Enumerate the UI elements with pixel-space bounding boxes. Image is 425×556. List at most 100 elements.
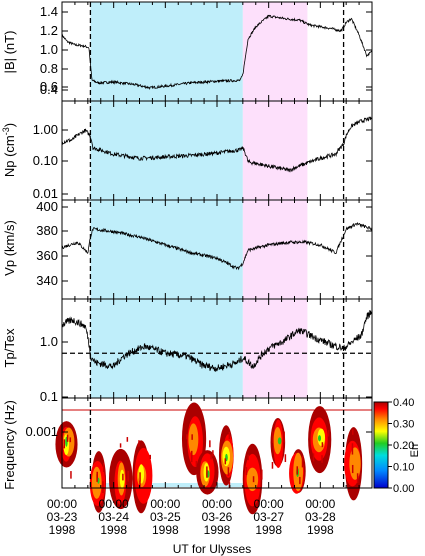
y-axis-label-0: |B| (nT) xyxy=(2,31,17,74)
spectrogram-fleck xyxy=(195,460,198,467)
spectrogram-fleck xyxy=(103,462,105,473)
spectrogram-blob xyxy=(317,435,322,442)
y-tick-label: 400 xyxy=(36,199,58,214)
y-tick-label: 0.6 xyxy=(40,79,58,94)
x-tick-label: 1998 xyxy=(255,523,282,537)
colorbar-tick-label: 0.40 xyxy=(393,397,414,409)
y-tick-label: 0.8 xyxy=(40,61,58,76)
spectrogram-fleck xyxy=(247,454,249,461)
spectrogram-fleck xyxy=(122,473,124,481)
y-axis-label-3: Tp/Tex xyxy=(2,328,17,368)
spectrogram-event-8 xyxy=(270,418,287,469)
x-tick-label: 03-23 xyxy=(47,510,78,524)
spectrogram-blob xyxy=(317,428,326,446)
spectrogram-blob xyxy=(188,423,199,456)
spectrogram-fleck xyxy=(321,442,324,448)
spectrogram-fleck xyxy=(352,429,354,435)
spectrogram-fleck xyxy=(252,476,255,483)
y-tick-label: 0.001 xyxy=(25,424,58,439)
x-tick-label: 00:00 xyxy=(305,497,335,511)
spectrogram-event-1 xyxy=(89,451,107,513)
spectrogram-strip xyxy=(90,483,243,487)
spectrogram-fleck xyxy=(139,472,141,482)
spectrogram-fleck xyxy=(212,450,214,457)
panel-frames xyxy=(61,1,373,489)
y-tick-label: 1.4 xyxy=(40,4,58,19)
x-tick-label: 1998 xyxy=(152,523,179,537)
spectrogram-fleck xyxy=(303,474,305,481)
y-tick-label: 0.10 xyxy=(33,153,58,168)
y-axis-label-1: Np (cm-3) xyxy=(1,123,17,177)
y-tick-label: 1.0 xyxy=(40,334,58,349)
spectrogram-fleck xyxy=(228,431,231,440)
spectrogram-event-0 xyxy=(55,421,78,479)
spectrogram xyxy=(55,402,372,515)
spectrogram-fleck xyxy=(261,469,263,480)
spectrogram-event-11 xyxy=(344,427,363,501)
colorbar-tick-label: 0.20 xyxy=(393,440,414,452)
x-tick-label: 03-27 xyxy=(253,510,284,524)
series-line-3 xyxy=(61,310,373,372)
spectrogram-event-9 xyxy=(289,449,306,494)
y-tick-label: 0.4 xyxy=(40,82,58,97)
spectrogram-fleck xyxy=(351,464,354,474)
x-tick-label: 00:00 xyxy=(202,497,232,511)
spectrogram-event-7 xyxy=(242,443,263,515)
series-line-2 xyxy=(61,221,373,271)
x-tick-label: 00:00 xyxy=(47,497,77,511)
spectrogram-fleck xyxy=(139,480,141,489)
y-axis-label-4: Frequency (Hz) xyxy=(2,400,17,490)
spectrogram-fleck xyxy=(191,434,193,440)
spectrogram-fleck xyxy=(70,471,72,479)
y-tick-label: 1.0 xyxy=(40,42,58,57)
spectrogram-event-5 xyxy=(196,440,219,495)
spectrogram-fleck xyxy=(228,481,231,488)
spectrogram-fleck xyxy=(301,455,304,468)
x-tick-label: 03-28 xyxy=(305,510,336,524)
spectrogram-fleck xyxy=(351,443,354,455)
colorbar-label: Err xyxy=(409,442,421,457)
spectrogram-blob xyxy=(138,464,145,484)
spectrogram-fleck xyxy=(206,466,208,478)
y-axis-label-2: Vp (km/s) xyxy=(2,220,17,276)
spectrogram-event-6 xyxy=(218,425,234,488)
spectrogram-fleck xyxy=(271,462,274,469)
spectrogram-fleck xyxy=(296,466,298,475)
x-tick-label: 03-24 xyxy=(98,510,129,524)
spectrogram-fleck xyxy=(284,454,287,463)
y-tick-label: 1.2 xyxy=(40,23,58,38)
spectrogram-blob xyxy=(119,469,125,489)
spectrogram-fleck xyxy=(272,431,274,443)
spectrogram-fleck xyxy=(191,450,193,463)
spectrogram-fleck xyxy=(227,467,230,476)
spectrogram-blob xyxy=(91,466,102,499)
spectrogram-fleck xyxy=(186,434,188,440)
series-line-1 xyxy=(61,116,373,173)
spectrogram-fleck xyxy=(119,443,122,448)
y-axis-label-end: ) xyxy=(2,123,17,127)
y-tick-label: 0.1 xyxy=(40,389,58,404)
spectrogram-fleck xyxy=(102,481,104,494)
y-tick-label: 1.00 xyxy=(33,122,58,137)
spectrogram-fleck xyxy=(209,440,211,448)
spectrogram-event-10 xyxy=(308,406,332,474)
spectrogram-fleck xyxy=(245,467,248,475)
y-tick-label: 340 xyxy=(36,273,58,288)
spectrogram-fleck xyxy=(149,454,151,460)
x-tick-label: 1998 xyxy=(49,523,76,537)
spectrogram-event-2 xyxy=(108,437,133,510)
x-tick-label: 00:00 xyxy=(99,497,129,511)
x-tick-label: 00:00 xyxy=(254,497,284,511)
y-tick-label: 380 xyxy=(36,223,58,238)
spectrogram-fleck xyxy=(96,471,98,479)
spectrogram-blob xyxy=(349,447,361,480)
y-axis-label-superscript: -3 xyxy=(1,127,11,135)
spectrogram-event-4 xyxy=(181,402,207,476)
spectrogram-blob xyxy=(277,437,282,445)
x-tick-label: 03-25 xyxy=(150,510,181,524)
spectrogram-fleck xyxy=(321,455,323,463)
spectrogram-fleck xyxy=(126,437,129,442)
series-line-0 xyxy=(61,14,373,91)
spectrogram-fleck xyxy=(138,440,140,447)
